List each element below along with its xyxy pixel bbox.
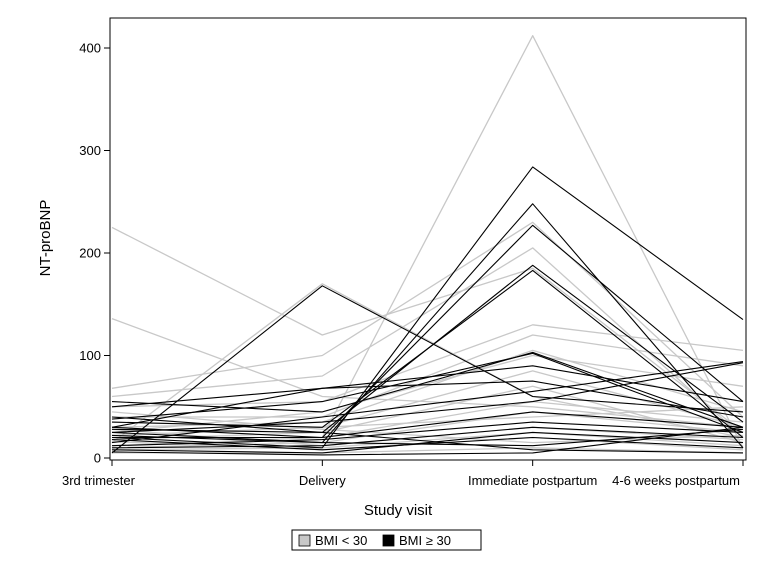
- series-line-bmi-30-plus-38: [111, 428, 744, 454]
- y-axis: 0 100 200 300 400: [79, 41, 110, 466]
- series-line-bmi-30-plus-34: [111, 426, 744, 449]
- x-tick-label: Delivery: [299, 473, 346, 488]
- legend-label-bmi-30-plus: BMI ≥ 30: [399, 533, 451, 548]
- series-line-bmi-30-plus-28: [111, 365, 744, 408]
- plot-frame: [109, 17, 747, 461]
- y-tick-label: 100: [79, 348, 101, 363]
- series-line-bmi-30-plus-26: [111, 351, 744, 428]
- x-axis: 3rd trimester Delivery Immediate postpartu…: [62, 460, 744, 488]
- series-line-bmi-under-30-4: [111, 247, 744, 438]
- series-line-bmi-30-plus-23: [111, 224, 744, 439]
- series-line-bmi-30-plus-32: [112, 411, 744, 439]
- series-line-bmi-under-30-6: [111, 324, 744, 408]
- x-axis-title: Study visit: [364, 502, 433, 519]
- x-tick-label: Immediate postpartum: [468, 473, 597, 488]
- series-line-bmi-30-plus-30: [111, 361, 744, 444]
- legend-label-bmi-under-30: BMI < 30: [315, 533, 367, 548]
- legend: BMI < 30 BMI ≥ 30: [291, 529, 482, 551]
- legend-swatch-light: [298, 534, 311, 547]
- x-tick-label: 4-6 weeks postpartum: [612, 473, 740, 488]
- series-line-bmi-under-30-7: [112, 334, 744, 418]
- series-line-bmi-under-30-3: [111, 221, 744, 418]
- series-line-bmi-under-30-11: [111, 385, 744, 444]
- y-tick-label: 0: [94, 451, 101, 466]
- y-tick-label: 300: [79, 143, 101, 158]
- series-group-bmi-30-plus: [111, 166, 744, 456]
- y-axis-title: NT-proBNP: [37, 200, 54, 277]
- series-line-bmi-30-plus-31: [111, 362, 744, 433]
- series-line-bmi-30-plus-25: [111, 269, 744, 438]
- series-line-bmi-30-plus-39: [111, 426, 744, 456]
- y-tick-label: 200: [79, 246, 101, 261]
- x-tick-label: 3rd trimester: [62, 473, 136, 488]
- series-line-bmi-30-plus-29: [111, 380, 744, 428]
- legend-swatch-dark: [382, 534, 395, 547]
- series-line-bmi-30-plus-33: [111, 421, 744, 447]
- y-tick-label: 400: [79, 41, 101, 56]
- series-line-bmi-under-30-9: [111, 354, 744, 434]
- series-line-bmi-30-plus-20: [111, 285, 744, 454]
- series-line-bmi-30-plus-37: [111, 428, 744, 447]
- series-line-bmi-under-30-5: [111, 283, 744, 444]
